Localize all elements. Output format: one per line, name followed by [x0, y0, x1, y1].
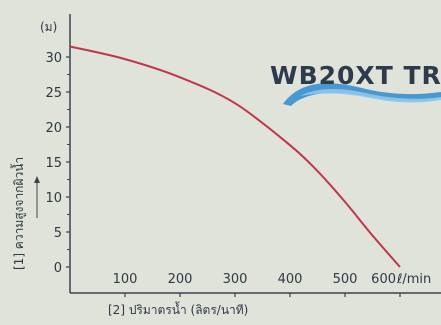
y-tick-label: 5 — [54, 226, 62, 241]
x-tick-label: 300 — [223, 272, 248, 287]
y-unit-label: (ม) — [40, 20, 57, 34]
x-unit-label: ℓ/min — [396, 272, 431, 287]
x-tick-label: 400 — [278, 272, 303, 287]
brand-name: WB20XT TR — [270, 61, 441, 90]
y-axis-title: [1] ความสูงจากผิวน้ำ — [10, 157, 27, 270]
y-tick-label: 10 — [45, 191, 62, 206]
y-tick-label: 25 — [45, 86, 62, 101]
y-ticks: 0 5 10 15 20 25 30 — [45, 51, 70, 276]
x-tick-label: 200 — [168, 272, 193, 287]
x-tick-label: 100 — [113, 272, 138, 287]
x-tick-label: 500 — [333, 272, 358, 287]
series-line — [69, 45, 401, 268]
y-tick-label: 15 — [45, 156, 62, 171]
brand-logo: WB20XT TR — [270, 61, 441, 106]
y-tick-label: 0 — [54, 261, 62, 276]
axes — [69, 14, 441, 294]
y-axis-arrow — [34, 176, 40, 218]
x-tick-label: 600 — [371, 272, 396, 287]
x-axis-title: [2] ปริมาตรน้ำ (ลิตร/นาที) — [108, 301, 248, 317]
y-tick-label: 30 — [45, 51, 62, 66]
x-ticks: 100 200 300 400 500 600 — [113, 272, 401, 297]
brand-swoosh-light — [300, 89, 441, 103]
y-tick-label: 20 — [45, 121, 62, 136]
